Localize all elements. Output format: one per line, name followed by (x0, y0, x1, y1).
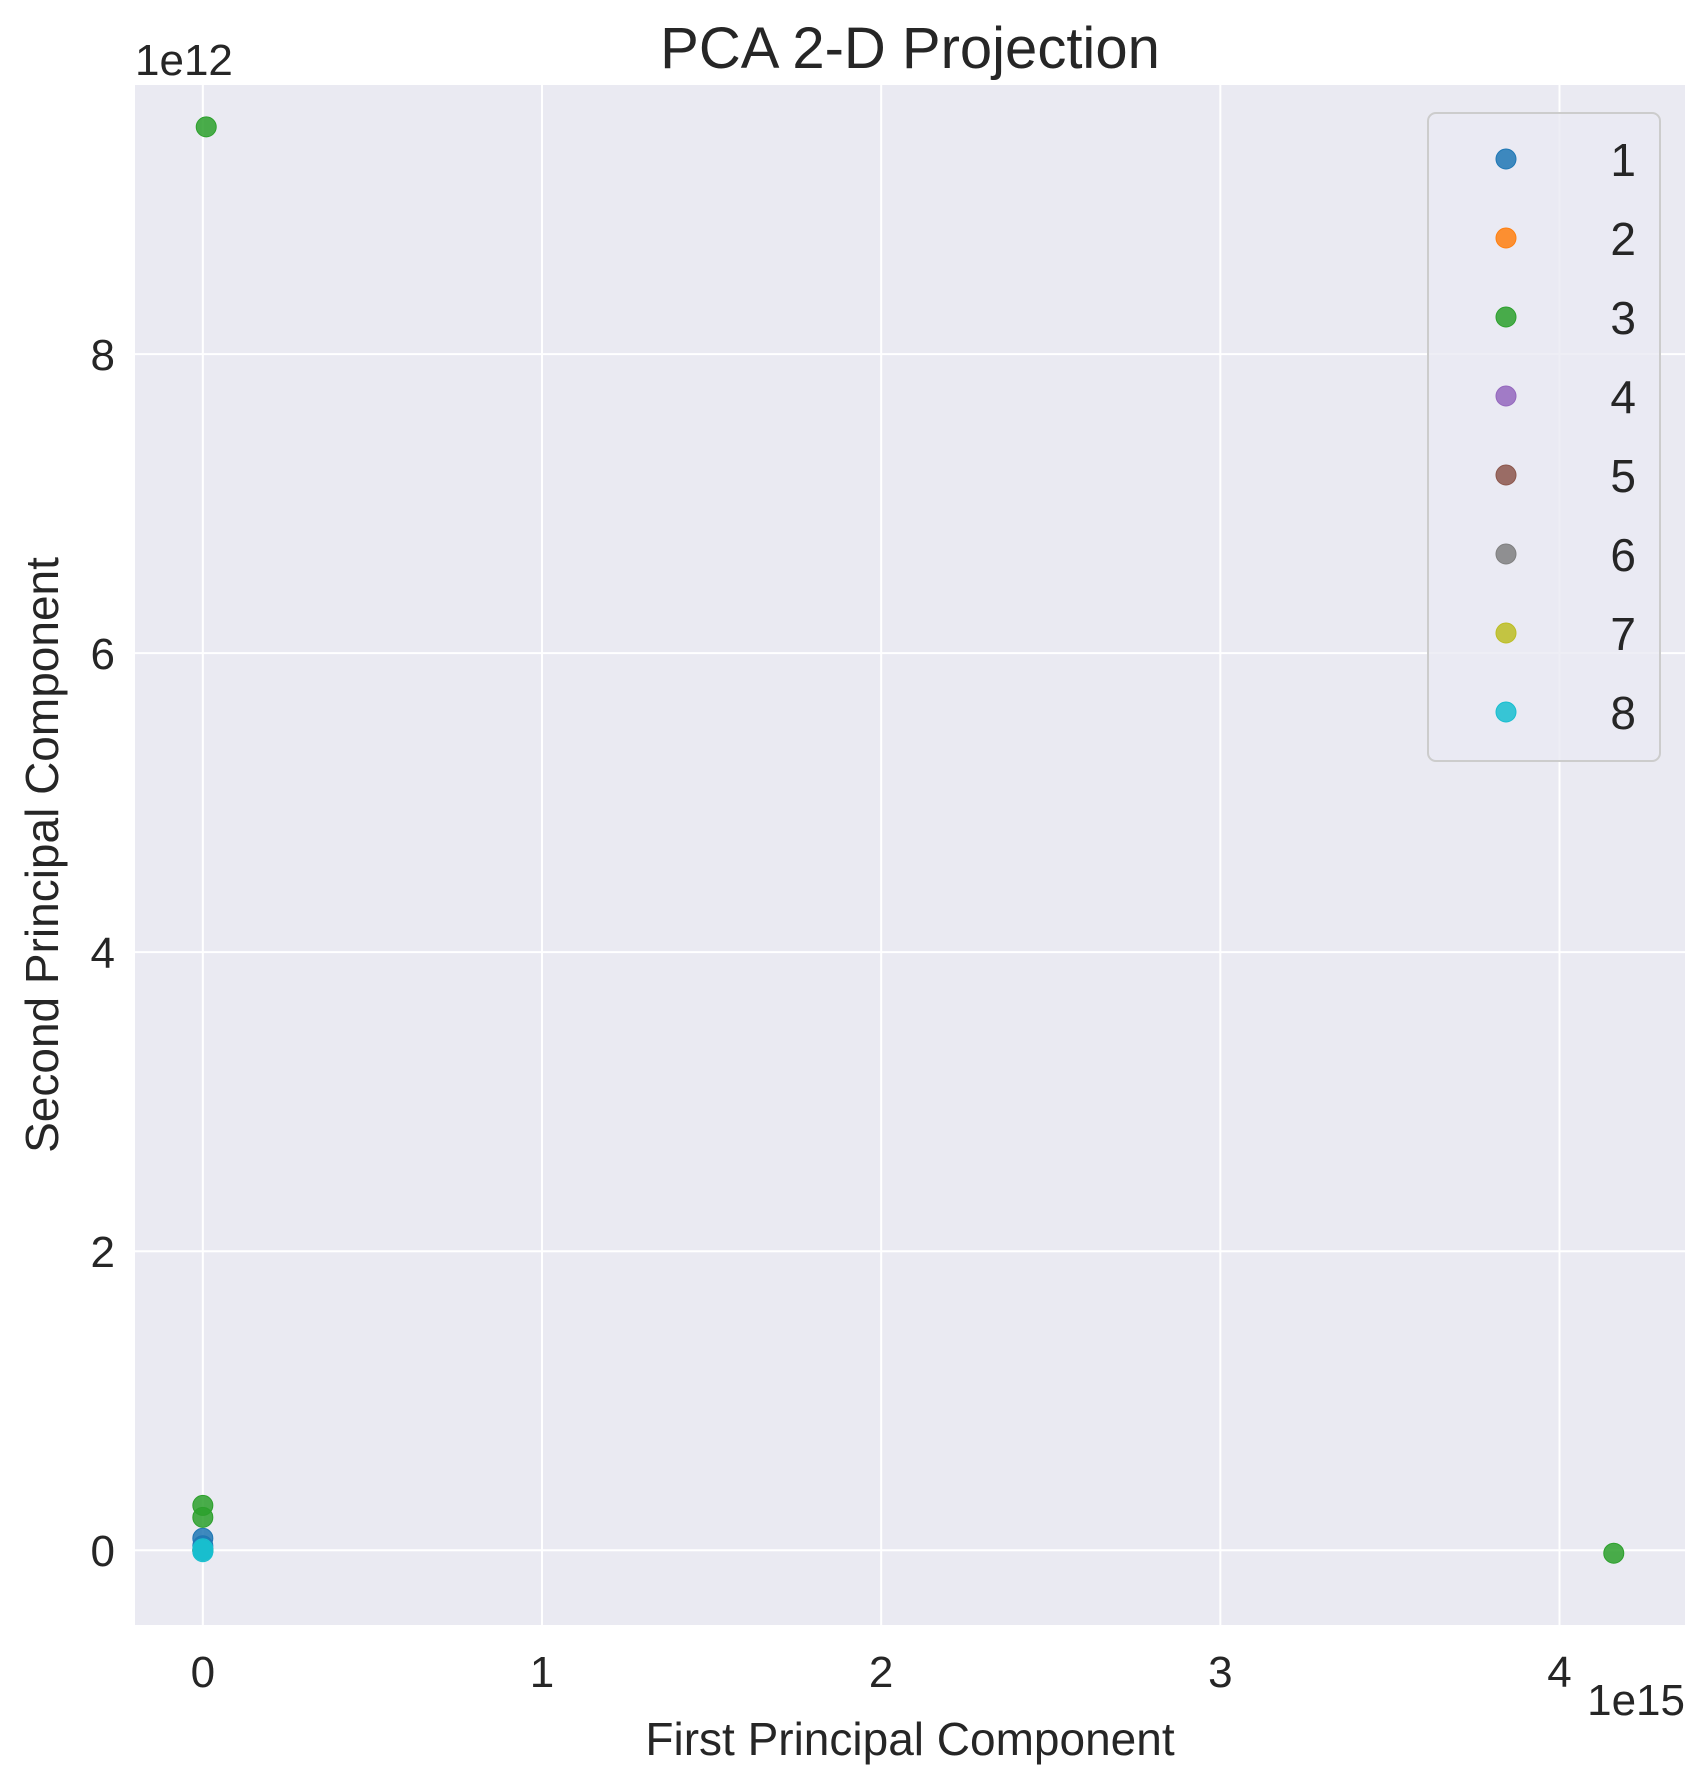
legend-box (1427, 112, 1661, 762)
legend-label: 1 (1610, 134, 1636, 186)
y-tick-label: 0 (91, 1527, 115, 1576)
legend-marker (1495, 622, 1517, 644)
legend-label: 3 (1610, 292, 1636, 344)
x-tick-label: 0 (191, 1648, 215, 1697)
legend-marker (1495, 385, 1517, 407)
y-tick-label: 2 (91, 1228, 115, 1277)
y-tick-label: 6 (91, 630, 115, 679)
x-tick-label: 3 (1208, 1648, 1232, 1697)
x-tick-label: 1 (530, 1648, 554, 1697)
tick-labels: 0 1 2 3 4 0 2 4 6 8 (91, 331, 1572, 1697)
x-tick-label: 2 (869, 1648, 893, 1697)
y-axis-exponent: 1e12 (135, 36, 233, 85)
legend-label: 2 (1610, 213, 1636, 265)
legend-label: 4 (1610, 371, 1636, 423)
data-point-series-3 (1603, 1542, 1625, 1564)
data-points (192, 116, 1625, 1564)
x-axis-exponent: 1e15 (1587, 1676, 1685, 1725)
legend-marker (1495, 543, 1517, 565)
legend-label: 6 (1610, 529, 1636, 581)
y-axis-label: Second Principal Component (16, 557, 68, 1153)
grid-lines (135, 85, 1685, 1625)
x-tick-label: 4 (1547, 1648, 1571, 1697)
legend-marker (1495, 306, 1517, 328)
legend-marker (1495, 464, 1517, 486)
legend-marker (1495, 227, 1517, 249)
y-tick-label: 4 (91, 929, 115, 978)
plot-area (135, 85, 1685, 1625)
data-point-series-3 (192, 1506, 214, 1528)
data-point-series-8 (192, 1539, 214, 1561)
y-tick-label: 8 (91, 331, 115, 380)
legend-label: 7 (1610, 608, 1636, 660)
legend-marker (1495, 701, 1517, 723)
legend-label: 5 (1610, 450, 1636, 502)
chart-title: PCA 2-D Projection (660, 16, 1160, 81)
legend-marker (1495, 148, 1517, 170)
x-axis-label: First Principal Component (645, 1713, 1174, 1765)
legend: 1 2 3 4 5 6 7 8 (1427, 112, 1661, 762)
data-point-series-3 (195, 116, 217, 138)
legend-label: 8 (1610, 687, 1636, 739)
